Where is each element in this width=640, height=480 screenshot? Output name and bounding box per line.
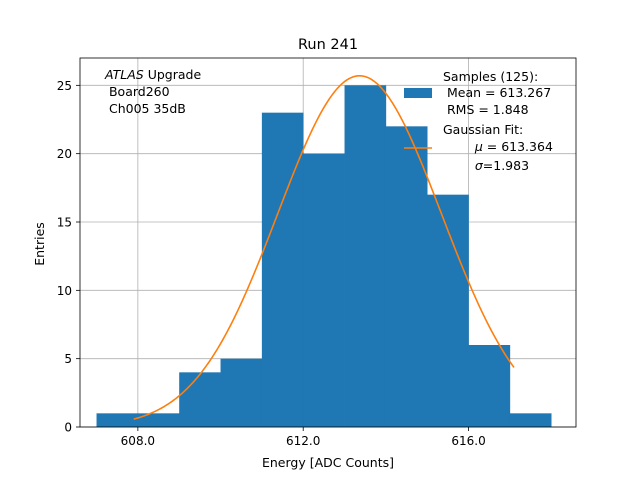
chart-title: Run 241 — [298, 37, 358, 53]
annotation-upgrade: Upgrade — [144, 67, 202, 82]
fit-curve-line — [133, 74, 515, 420]
legend-hist-swatch — [404, 88, 432, 98]
x-tick-label: 612.0 — [286, 434, 320, 448]
y-axis-ticks: 0 5 10 15 20 25 — [57, 79, 80, 435]
legend-hist-line2: Mean = 613.267 — [443, 85, 551, 100]
y-tick-label: 0 — [64, 421, 72, 435]
histogram-bars — [96, 85, 552, 428]
plot-annotation: ATLAS Upgrade Board260 Ch005 35dB — [104, 67, 201, 116]
gaussian-fit-curve — [133, 74, 515, 420]
histogram-bar — [179, 372, 221, 427]
legend-fit-line1: Gaussian Fit: — [443, 122, 523, 137]
svg-text:σ=1.983: σ=1.983 — [443, 158, 549, 173]
annotation-atlas: ATLAS — [104, 67, 144, 82]
svg-text:ATLAS Upgrade: ATLAS Upgrade — [104, 67, 201, 82]
y-tick-label: 10 — [57, 284, 72, 298]
histogram-bar — [261, 112, 304, 428]
legend-fit-sigma-value: =1.983 — [483, 158, 529, 173]
x-tick-label: 616.0 — [451, 434, 485, 448]
legend-hist-line3: RMS = 1.848 — [443, 102, 529, 117]
y-axis-label: Entries — [32, 222, 47, 266]
legend-fit-mu-value: = 613.364 — [483, 139, 553, 154]
histogram-bar — [509, 413, 552, 427]
histogram-bar — [468, 345, 511, 427]
y-tick-label: 20 — [57, 147, 72, 161]
x-tick-label: 608.0 — [121, 434, 155, 448]
annotation-channel: Ch005 35dB — [105, 101, 186, 116]
histogram-bar — [344, 85, 387, 427]
legend-hist-line1: Samples (125): — [443, 69, 538, 84]
legend-fit-mu-symbol: μ — [474, 139, 483, 154]
histogram-bar — [137, 413, 180, 427]
x-axis-ticks: 608.0 612.0 616.0 — [121, 427, 486, 448]
axes-frame — [79, 57, 577, 428]
legend-fit-sigma-symbol: σ — [475, 158, 484, 173]
histogram-bar — [385, 126, 428, 427]
histogram-bar — [303, 153, 345, 427]
y-tick-label: 15 — [57, 216, 72, 230]
histogram-bar — [427, 194, 469, 427]
y-tick-label: 5 — [64, 352, 72, 366]
histogram-bar — [96, 413, 139, 427]
svg-text:μ = 613.364: μ = 613.364 — [443, 139, 573, 154]
histogram-bar — [220, 358, 263, 427]
annotation-board: Board260 — [105, 84, 170, 99]
y-tick-label: 25 — [57, 79, 72, 93]
legend: Samples (125): Mean = 613.267 RMS = 1.84… — [404, 69, 573, 173]
plot-frame — [79, 57, 577, 428]
x-axis-label: Energy [ADC Counts] — [262, 455, 394, 470]
